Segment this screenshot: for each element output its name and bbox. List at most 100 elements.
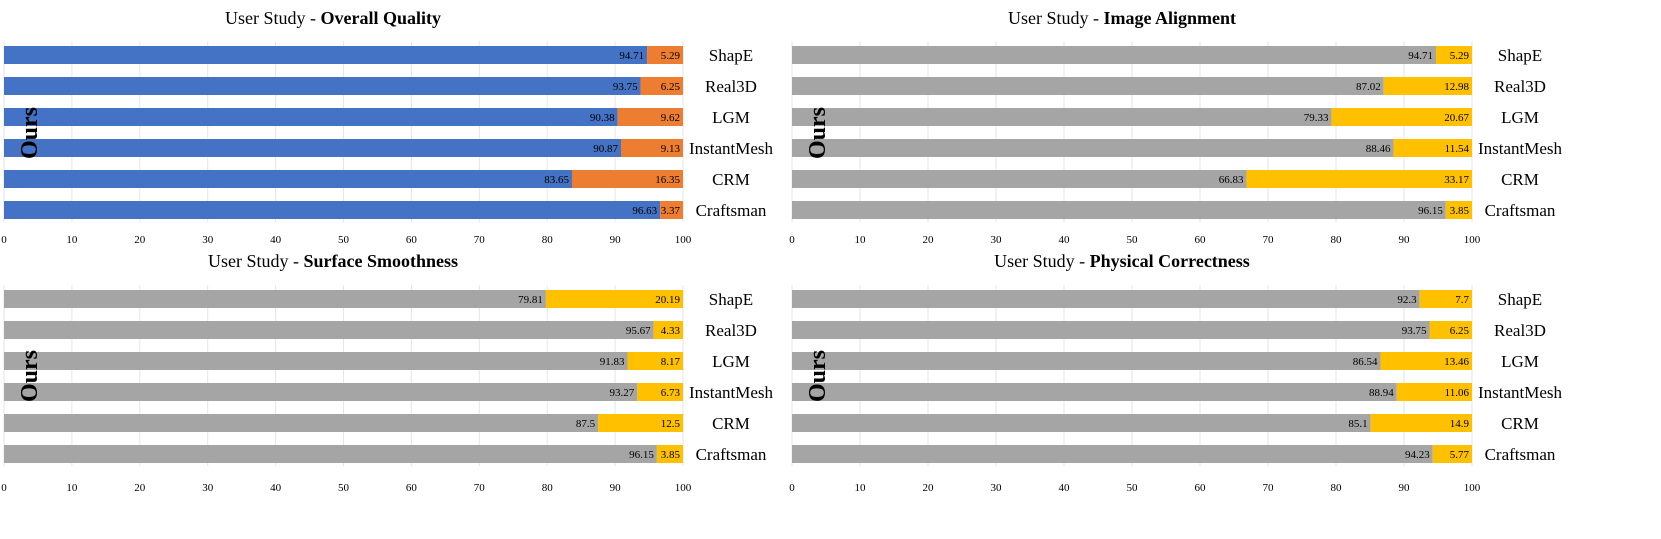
chart-panel-3: User Study - Surface Smoothness 79.81 20.1… <box>1 251 773 494</box>
x-tick-label: 50 <box>1127 482 1139 494</box>
data-label: 14.9 <box>1450 418 1470 430</box>
x-tick-label: 80 <box>542 234 554 246</box>
data-label: 83.65 <box>544 174 569 186</box>
category-label: Craftsman <box>1485 201 1556 220</box>
bar-segment-other <box>1429 321 1472 339</box>
x-tick-label: 50 <box>1127 234 1139 246</box>
bar-segment-other <box>598 414 683 432</box>
data-label: 79.81 <box>518 294 543 306</box>
x-tick-label: 10 <box>855 234 867 246</box>
data-label: 95.67 <box>626 325 651 337</box>
data-label: 85.1 <box>1348 418 1367 430</box>
x-tick-label: 20 <box>923 234 935 246</box>
bar-row: 83.65 16.35 CRM <box>4 170 750 189</box>
data-label: 3.37 <box>661 205 681 217</box>
bar-segment-other <box>621 139 683 157</box>
x-tick-label: 30 <box>991 482 1003 494</box>
category-label: LGM <box>712 352 750 371</box>
x-tick-label: 0 <box>1 234 7 246</box>
bar-segment-other <box>571 170 683 188</box>
bar-row: 91.83 8.17 LGM <box>4 352 750 371</box>
x-tick-label: 80 <box>1331 482 1343 494</box>
data-label: 86.54 <box>1353 356 1378 368</box>
x-tick-label: 40 <box>270 234 282 246</box>
data-label: 7.7 <box>1455 294 1469 306</box>
category-label: CRM <box>712 170 750 189</box>
category-label: ShapE <box>709 46 753 65</box>
category-label: Craftsman <box>696 201 767 220</box>
x-tick-label: 100 <box>1464 234 1481 246</box>
category-label: LGM <box>712 108 750 127</box>
category-label: InstantMesh <box>689 139 774 158</box>
bar-segment-ours <box>4 321 654 339</box>
x-tick-label: 70 <box>474 482 486 494</box>
bar-row: 90.87 9.13 InstantMesh <box>4 139 774 158</box>
bar-segment-other <box>617 108 683 126</box>
bar-segment-other <box>1383 77 1472 95</box>
bar-row: 85.1 14.9 CRM <box>792 414 1539 433</box>
category-label: ShapE <box>709 290 753 309</box>
x-tick-label: 70 <box>1263 234 1275 246</box>
bar-segment-ours <box>792 290 1420 308</box>
data-label: 93.75 <box>613 81 638 93</box>
chart-title: User Study - Physical Correctness <box>994 251 1250 271</box>
bar-segment-other <box>1432 445 1472 463</box>
data-label: 96.15 <box>629 449 654 461</box>
data-label: 11.06 <box>1445 387 1470 399</box>
chart-title-prefix: User Study - <box>225 8 321 28</box>
x-tick-label: 100 <box>675 482 692 494</box>
x-tick-label: 90 <box>1399 234 1411 246</box>
x-tick-label: 20 <box>134 234 146 246</box>
bar-segment-other <box>1380 352 1472 370</box>
bar-segment-ours <box>792 170 1247 188</box>
x-tick-label: 100 <box>675 234 692 246</box>
bar-segment-other <box>660 201 683 219</box>
x-tick-label: 40 <box>1059 482 1071 494</box>
chart-panel-4: User Study - Physical Correctness 92.3 7.7… <box>789 251 1562 494</box>
chart-title: User Study - Overall Quality <box>225 8 441 28</box>
bar-segment-other <box>656 445 683 463</box>
data-label: 87.5 <box>576 418 596 430</box>
x-tick-label: 30 <box>202 482 214 494</box>
data-label: 13.46 <box>1444 356 1469 368</box>
x-tick-label: 80 <box>542 482 554 494</box>
x-tick-label: 60 <box>406 234 418 246</box>
bar-row: 94.23 5.77 Craftsman <box>792 445 1556 464</box>
data-label: 9.62 <box>661 112 680 124</box>
category-label: InstantMesh <box>1478 139 1563 158</box>
category-label: Real3D <box>1494 321 1546 340</box>
bar-segment-ours <box>792 352 1381 370</box>
x-tick-label: 40 <box>1059 234 1071 246</box>
data-label: 91.83 <box>600 356 625 368</box>
bar-row: 93.75 6.25 Real3D <box>4 77 757 96</box>
chart-title-prefix: User Study - <box>994 251 1090 271</box>
bar-row: 79.33 20.67 LGM <box>792 108 1539 127</box>
bar-segment-ours <box>792 139 1394 157</box>
category-label: CRM <box>1501 170 1539 189</box>
x-tick-label: 60 <box>1195 234 1207 246</box>
x-tick-label: 20 <box>923 482 935 494</box>
data-label: 16.35 <box>655 174 680 186</box>
bar-row: 93.75 6.25 Real3D <box>792 321 1546 340</box>
data-label: 90.87 <box>593 143 618 155</box>
data-label: 3.85 <box>1450 205 1470 217</box>
x-tick-label: 80 <box>1331 234 1343 246</box>
chart-title: User Study - Surface Smoothness <box>208 251 458 271</box>
x-tick-label: 30 <box>991 234 1003 246</box>
chart-title-bold: Image Alignment <box>1104 8 1237 28</box>
category-label: Real3D <box>705 77 757 96</box>
x-tick-label: 0 <box>1 482 7 494</box>
bar-segment-other <box>1370 414 1472 432</box>
y-axis-label: Ours <box>17 350 43 402</box>
x-tick-label: 90 <box>1399 482 1411 494</box>
bar-segment-other <box>1331 108 1472 126</box>
bar-segment-other <box>1419 290 1472 308</box>
bar-segment-other <box>653 321 683 339</box>
bar-segment-ours <box>792 383 1397 401</box>
data-label: 12.5 <box>661 418 681 430</box>
y-axis-label: Ours <box>805 350 831 402</box>
bar-segment-other <box>640 77 683 95</box>
x-tick-label: 10 <box>66 482 78 494</box>
x-tick-label: 0 <box>789 482 795 494</box>
x-tick-label: 20 <box>134 482 146 494</box>
